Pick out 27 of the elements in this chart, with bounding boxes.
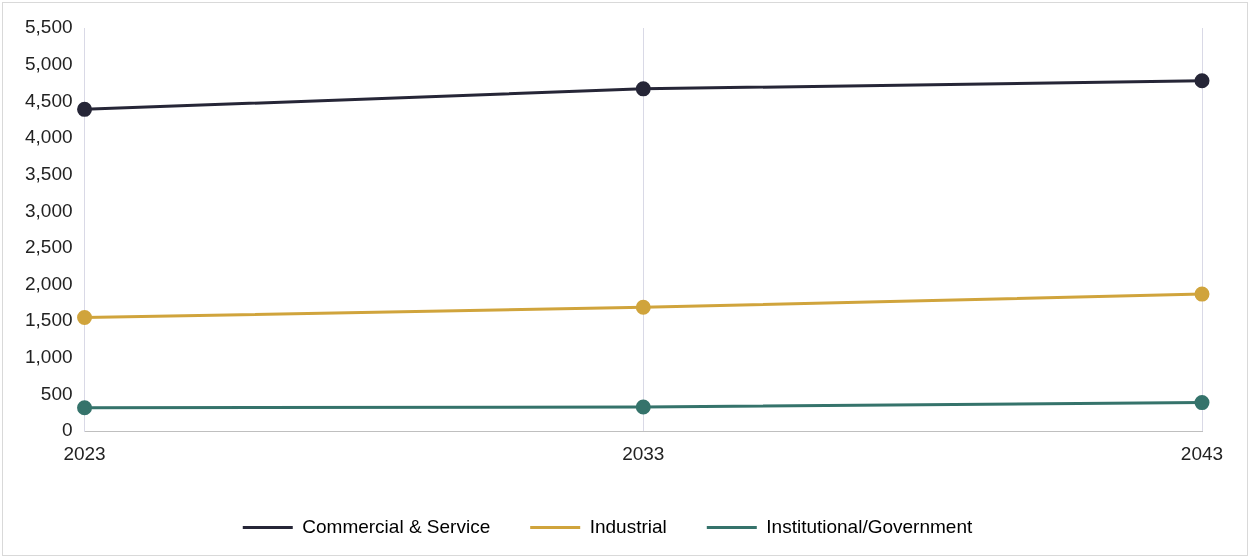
y-tick-label: 500 [40, 382, 73, 404]
x-tick-label: 2033 [622, 442, 665, 464]
legend-label: Institutional/Government [766, 515, 973, 537]
point [635, 399, 651, 415]
x-tick-label: 2023 [63, 442, 106, 464]
y-tick-label: 2,500 [25, 236, 73, 258]
y-tick-label: 3,500 [25, 162, 73, 184]
point [635, 299, 651, 315]
y-tick-label: 0 [61, 419, 73, 441]
point [77, 400, 93, 416]
y-tick-label: 5,000 [25, 52, 73, 74]
point [1194, 286, 1210, 302]
y-tick-label: 1,000 [25, 346, 73, 368]
point [1194, 73, 1210, 89]
y-tick-label: 1,500 [25, 309, 73, 331]
point [1194, 395, 1210, 411]
y-tick-label: 5,500 [25, 16, 73, 38]
point [635, 81, 651, 97]
point [77, 101, 93, 117]
x-tick-label: 2043 [1180, 442, 1224, 464]
y-tick-label: 3,000 [25, 199, 73, 221]
legend-label: Commercial & Service [302, 515, 491, 537]
legend-label: Industrial [589, 515, 667, 537]
y-tick-label: 2,000 [25, 272, 73, 294]
y-tick-label: 4,000 [25, 126, 73, 148]
y-tick-label: 4,500 [25, 89, 73, 111]
point [77, 310, 93, 326]
